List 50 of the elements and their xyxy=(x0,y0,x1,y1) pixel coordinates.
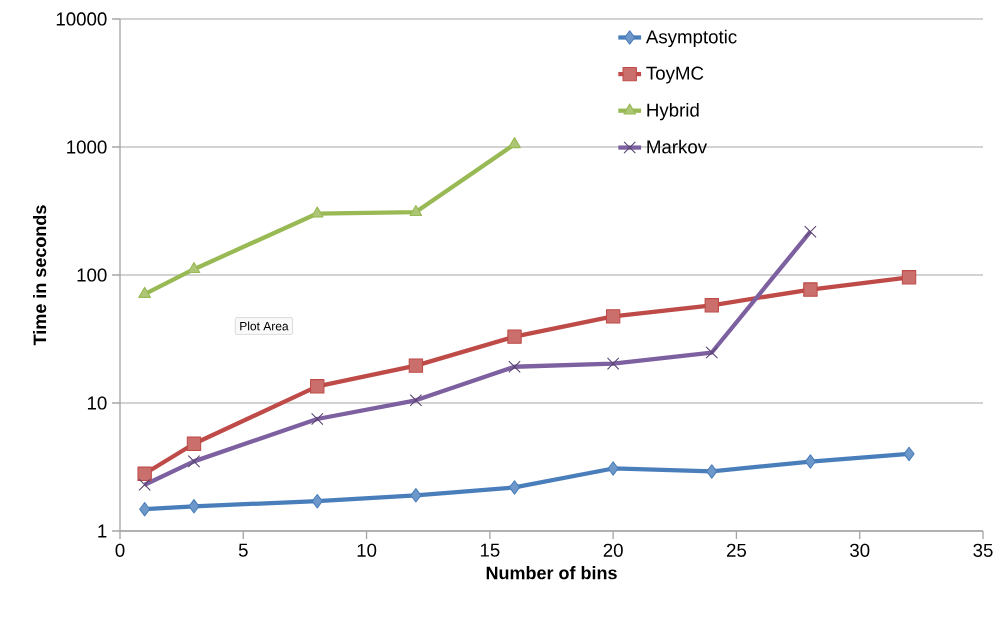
point xyxy=(310,379,325,394)
point xyxy=(508,360,521,373)
x-tick-label: 35 xyxy=(973,543,993,557)
x-tick-label: 5 xyxy=(238,543,248,557)
point xyxy=(410,488,422,503)
point xyxy=(804,225,817,238)
x-tick-label: 30 xyxy=(850,543,870,557)
y-tick-label: 1 xyxy=(98,524,107,538)
x-tick-label: 20 xyxy=(603,543,623,557)
legend-label: Asymptotic xyxy=(645,29,737,48)
point xyxy=(187,261,201,274)
point xyxy=(408,358,424,373)
x-tick-label: 25 xyxy=(727,543,747,557)
legend-label: Hybrid xyxy=(647,102,699,121)
point xyxy=(606,357,620,370)
point xyxy=(803,282,818,297)
legend-label: ToyMC xyxy=(646,66,704,84)
point xyxy=(605,309,621,324)
y-tick-label: 10 xyxy=(87,396,107,410)
point xyxy=(508,137,521,149)
point xyxy=(138,478,151,491)
point xyxy=(137,466,152,481)
x-axis-title: Number of bins xyxy=(486,566,617,580)
point xyxy=(607,461,619,476)
annotation: Plot Area xyxy=(240,321,289,331)
point xyxy=(705,346,718,359)
x-tick-label: 15 xyxy=(480,543,500,557)
point xyxy=(186,436,202,452)
point xyxy=(311,412,324,426)
x-tick-label: 10 xyxy=(357,543,377,557)
point xyxy=(507,329,522,344)
point xyxy=(804,454,816,469)
point xyxy=(409,204,423,216)
point xyxy=(901,270,917,285)
point xyxy=(187,455,201,468)
y-tick-label: 10000 xyxy=(56,12,107,26)
point xyxy=(311,493,323,509)
y-tick-label: 1000 xyxy=(67,140,107,154)
y-tick-label: 100 xyxy=(77,268,107,282)
point xyxy=(188,499,200,514)
point xyxy=(138,286,151,298)
point xyxy=(139,502,151,517)
point xyxy=(508,480,521,495)
y-axis-title: Time in seconds xyxy=(33,205,47,346)
legend-label: Markov xyxy=(647,139,708,154)
point xyxy=(706,464,718,479)
point xyxy=(409,394,423,407)
point xyxy=(903,446,915,462)
point xyxy=(704,298,719,313)
x-tick-label: 0 xyxy=(115,543,125,557)
